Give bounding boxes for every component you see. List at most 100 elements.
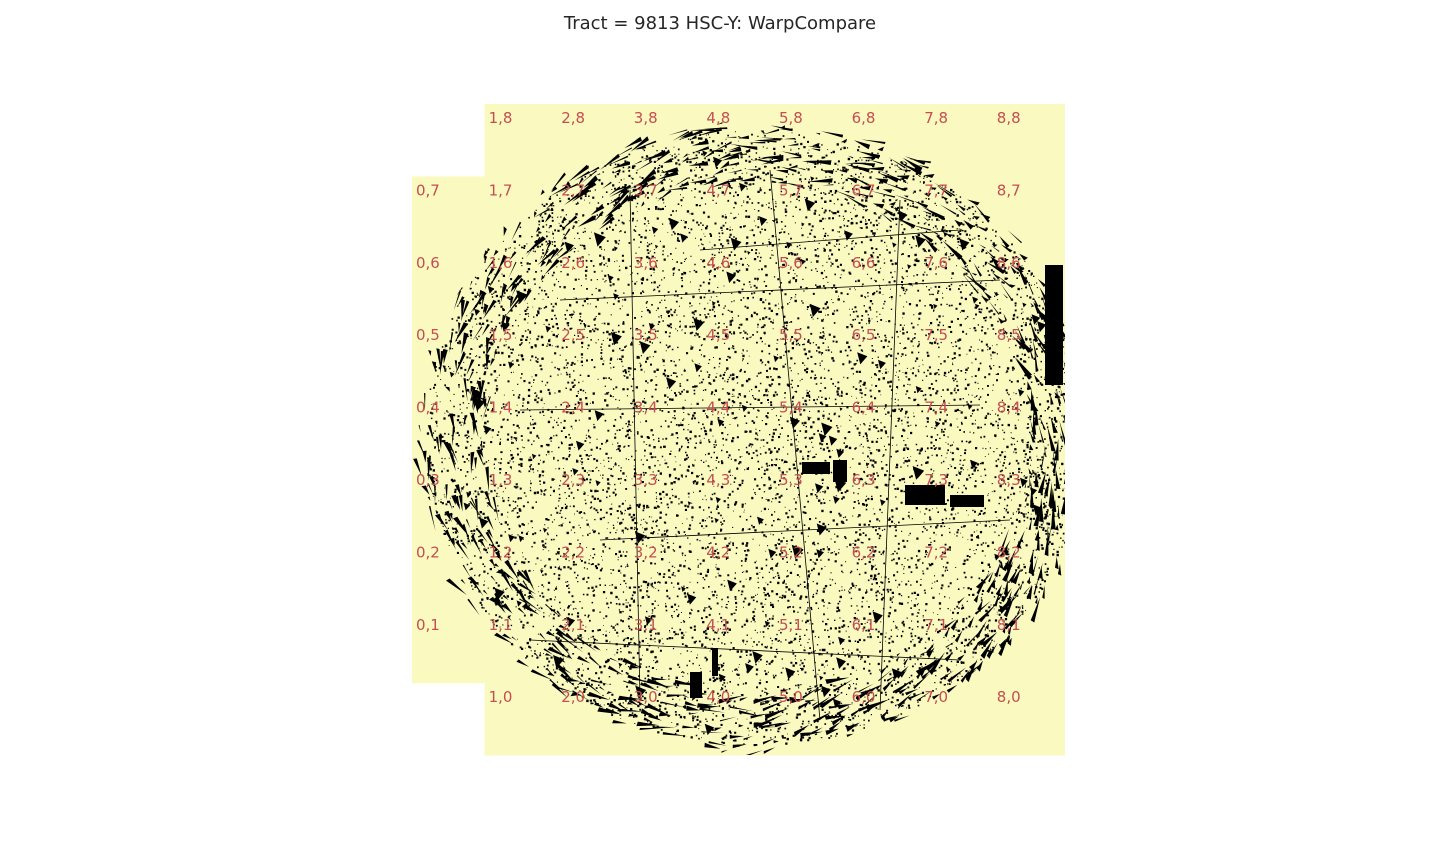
patch-label: 6,5 (852, 326, 876, 344)
patch-coverage-region (412, 104, 1065, 756)
patch-label: 1,2 (489, 543, 513, 561)
patch-label: 4,4 (706, 399, 730, 417)
patch-label: 7,6 (924, 254, 948, 272)
patch-label: 5,5 (779, 326, 803, 344)
patch-label: 8,7 (997, 181, 1021, 199)
patch-label: 3,1 (634, 616, 658, 634)
patch-label: 0,3 (416, 471, 440, 489)
patch-label: 1,7 (489, 181, 513, 199)
chip-edge-line (529, 639, 961, 661)
patch-label: 7,8 (924, 109, 948, 127)
warp-artifact-mask (413, 122, 1065, 755)
patch-label: 7,0 (924, 688, 948, 706)
patch-label: 7,4 (924, 399, 948, 417)
patch-label: 8,3 (997, 471, 1021, 489)
patch-label: 5,3 (779, 471, 803, 489)
chip-edge-line (559, 279, 1001, 301)
patch-label: 0,5 (416, 326, 440, 344)
patch-label: 6,2 (852, 543, 876, 561)
patch-label: 2,0 (561, 688, 585, 706)
patch-column-6 (847, 104, 921, 756)
patch-label: 2,4 (561, 399, 585, 417)
patch-label: 8,6 (997, 254, 1021, 272)
artifact-block (802, 462, 830, 474)
patch-label: 2,6 (561, 254, 585, 272)
patch-label: 1,6 (489, 254, 513, 272)
patch-label: 2,2 (561, 543, 585, 561)
patch-label: 4,2 (706, 543, 730, 561)
patch-labels: 0,1 0,2 0,3 0,4 0,5 0,6 0,7 1,0 1,1 1,2 1,3 1,4 1,5 1… (416, 109, 1021, 706)
patch-label: 3,7 (634, 181, 658, 199)
patch-label: 6,4 (852, 399, 876, 417)
artifact-block (950, 495, 984, 507)
patch-label: 0,2 (416, 543, 440, 561)
artifact-block (712, 648, 718, 676)
patch-label: 1,0 (489, 688, 513, 706)
patch-label: 3,4 (634, 399, 658, 417)
interior-speckle-noise (426, 130, 1065, 747)
patch-label: 7,3 (924, 471, 948, 489)
patch-label: 4,5 (706, 326, 730, 344)
patch-label: 7,7 (924, 181, 948, 199)
patch-label: 7,2 (924, 543, 948, 561)
patch-label: 5,8 (779, 109, 803, 127)
patch-label: 5,6 (779, 254, 803, 272)
patch-label: 3,8 (634, 109, 658, 127)
patch-label: 4,8 (706, 109, 730, 127)
patch-label: 2,5 (561, 326, 585, 344)
patch-label: 0,7 (416, 181, 440, 199)
patch-label: 3,2 (634, 543, 658, 561)
patch-label: 6,0 (852, 688, 876, 706)
patch-label: 4,7 (706, 181, 730, 199)
patch-label: 4,1 (706, 616, 730, 634)
patch-label: 2,1 (561, 616, 585, 634)
patch-label: 3,5 (634, 326, 658, 344)
patch-label: 5,4 (779, 399, 803, 417)
chip-edge-line (599, 519, 1011, 541)
patch-label: 4,3 (706, 471, 730, 489)
patch-label: 6,8 (852, 109, 876, 127)
patch-label: 1,5 (489, 326, 513, 344)
patch-label: 6,3 (852, 471, 876, 489)
patch-label: 3,3 (634, 471, 658, 489)
chip-edge-line (769, 169, 821, 721)
artifact-block (1045, 265, 1063, 385)
patch-label: 0,6 (416, 254, 440, 272)
patch-label: 3,0 (634, 688, 658, 706)
patch-label: 1,1 (489, 616, 513, 634)
patch-label: 7,1 (924, 616, 948, 634)
patch-label: 7,5 (924, 326, 948, 344)
artifact-block (690, 672, 702, 698)
patch-label: 1,8 (489, 109, 513, 127)
chip-edge-line (629, 189, 641, 701)
artifact-block (833, 460, 847, 482)
patch-label: 5,7 (779, 181, 803, 199)
chip-edge-line (519, 404, 981, 411)
patch-label: 3,6 (634, 254, 658, 272)
patch-label: 4,6 (706, 254, 730, 272)
patch-column-4 (702, 104, 776, 756)
patch-label: 8,8 (997, 109, 1021, 127)
patch-label: 6,1 (852, 616, 876, 634)
patch-label: 1,3 (489, 471, 513, 489)
patch-label: 0,4 (416, 399, 440, 417)
patch-label: 6,6 (852, 254, 876, 272)
patch-label: 5,1 (779, 616, 803, 634)
patch-label: 1,4 (489, 399, 513, 417)
patch-column-0 (412, 176, 486, 684)
patch-label: 5,0 (779, 688, 803, 706)
chip-edge-line (699, 229, 961, 251)
patch-label: 8,2 (997, 543, 1021, 561)
chip-edge-line (879, 199, 901, 711)
patch-label: 8,1 (997, 616, 1021, 634)
patch-label: 8,4 (997, 399, 1021, 417)
patch-label: 6,7 (852, 181, 876, 199)
patch-column-3 (629, 104, 703, 756)
plot-title: Tract = 9813 HSC-Y: WarpCompare (563, 13, 877, 34)
patch-label: 8,5 (997, 326, 1021, 344)
patch-label: 5,2 (779, 543, 803, 561)
patch-label: 8,0 (997, 688, 1021, 706)
patch-label: 2,8 (561, 109, 585, 127)
patch-label: 0,1 (416, 616, 440, 634)
